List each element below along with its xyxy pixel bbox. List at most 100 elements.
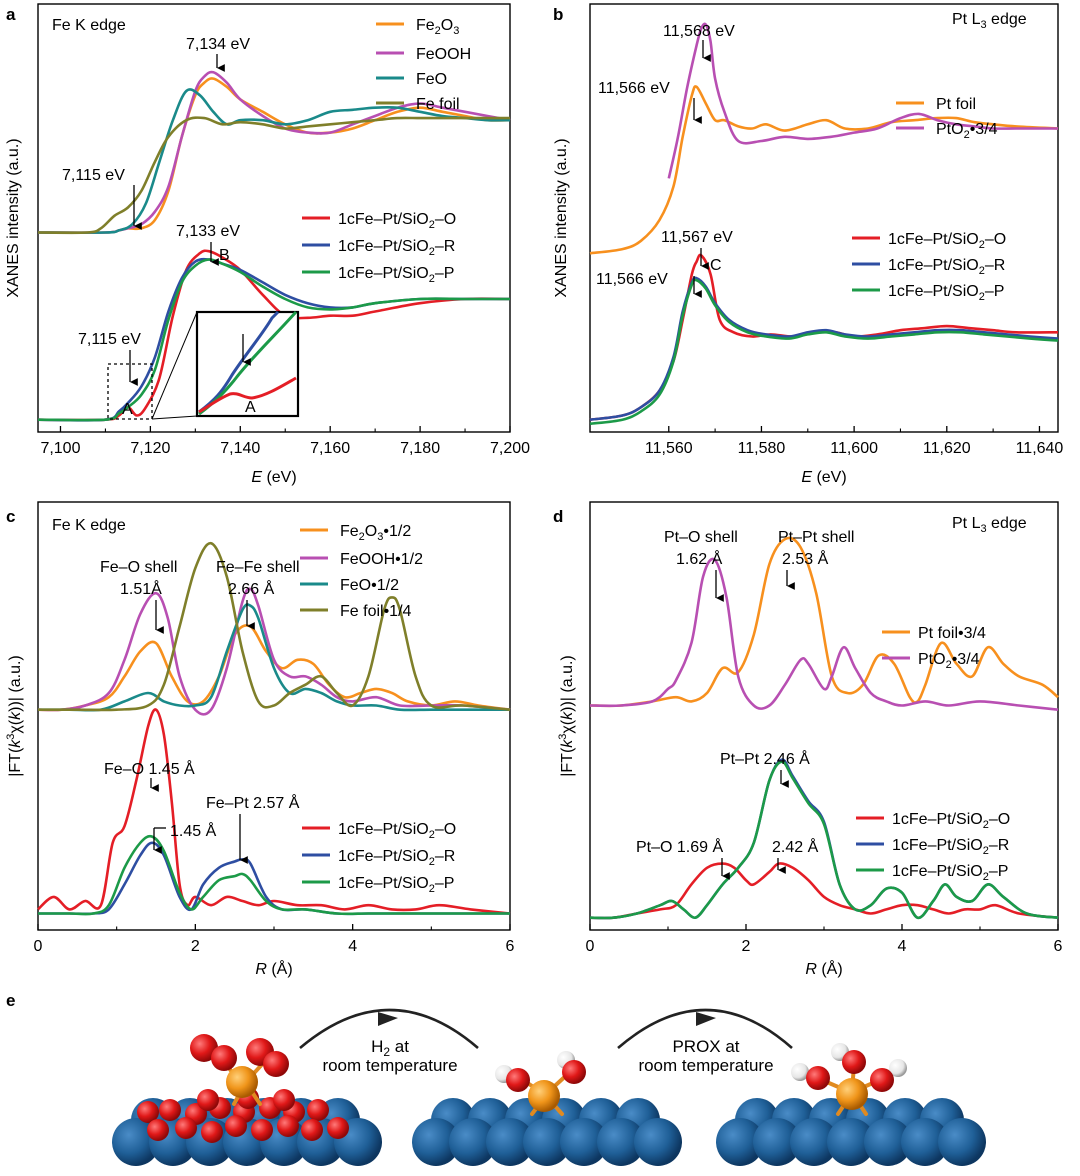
annot-11568: 11,568 eV [663,23,735,40]
series-d-0 [589,536,1059,708]
series-b-0 [589,85,1059,255]
reaction-arrow-2 [617,1008,793,1049]
annot-pt-pt-246: Pt–Pt 2.46 Å [720,749,810,768]
curves-b [589,22,1059,426]
hydrogen-atom [889,1059,907,1077]
oxygen-atom [190,1034,218,1062]
xtick-label-a-3: 7,160 [310,440,350,457]
annot-pt-pt-shell: Pt–Pt shell [778,529,854,546]
pt-atom [486,1118,534,1166]
legend-feo: FeO [416,71,447,88]
oxygen-atom [197,1089,219,1111]
series-c-1 [37,587,511,716]
panel-e: e H2 at room temperature PROX at room te… [6,991,986,1166]
model-oxidized [112,1034,382,1166]
xlabel-c: R (Å) [255,959,292,978]
oxygen-atom [506,1068,530,1092]
iron-atom [836,1078,868,1110]
oxygen-atom [159,1099,181,1121]
xtick-label-d-1: 2 [742,938,751,955]
oxygen-atom [147,1119,169,1141]
xtick-label-a-5: 7,200 [490,440,530,457]
annot-7133: 7,133 eV [176,223,240,240]
legend-feooh-half: FeOOH•1/2 [340,551,423,568]
plot-frame-a [37,3,511,433]
pt-atom [864,1118,912,1166]
annot-b: B [219,247,230,264]
xtick-label-a-1: 7,120 [130,440,170,457]
xlabel-d: R (Å) [805,959,842,978]
annot-2-53: 2.53 Å [782,549,829,568]
corner-title-c: Fe K edge [52,517,126,534]
legend-pt-foil-d: Pt foil•3/4 [918,625,986,642]
pt-atom [449,1118,497,1166]
annot-7115-top: 7,115 eV [62,167,125,184]
legend-pto2: PtO2•3/4 [936,121,998,141]
xtick-label-b-3: 11,620 [923,440,971,457]
xtick-label-a-0: 7,100 [40,440,80,457]
pt-atom [523,1118,571,1166]
panel-label-b: b [553,5,563,24]
xtick-label-a-2: 7,140 [220,440,260,457]
ticks-d: 0 2 4 6 [586,924,1063,955]
model-after-prox [716,1043,986,1166]
series-a-4 [37,249,511,422]
annot-c: C [710,257,722,274]
annot-pt-o-169: Pt–O 1.69 Å [636,837,723,856]
xtick-label-b-2: 11,600 [830,440,878,457]
legend-bottom-d: 1cFe–Pt/SiO2–O 1cFe–Pt/SiO2–R 1cFe–Pt/Si… [856,811,1010,883]
legend-sample-p-d: 1cFe–Pt/SiO2–P [892,863,1008,883]
annot-a-main: A [122,401,133,418]
legend-sample-r-c: 1cFe–Pt/SiO2–R [338,848,455,868]
xlabel-a: E (eV) [251,469,296,486]
oxygen-atom [277,1115,299,1137]
pt-atom [790,1118,838,1166]
annotations-b: 11,568 eV 11,566 eV 11,567 eV C 11,566 e… [596,23,735,298]
legend-sample-o-b: 1cFe–Pt/SiO2–O [888,231,1006,251]
legend-pt-foil: Pt foil [936,96,976,113]
legend-bottom-b: 1cFe–Pt/SiO2–O 1cFe–Pt/SiO2–R 1cFe–Pt/Si… [852,231,1006,303]
series-a-3 [37,116,510,235]
legend-fe-foil-quarter: Fe foil•1/4 [340,603,412,620]
pt-atom [716,1118,764,1166]
step2-label-line2: room temperature [638,1056,773,1075]
xtick-label-c-2: 4 [348,938,357,955]
annot-145-r: 1.45 Å [170,821,217,840]
corner-title-b: Pt L3 edge [952,11,1027,31]
pt-atom [901,1118,949,1166]
legend-fe2o3: Fe2O3 [416,17,459,37]
oxygen-atom [251,1119,273,1141]
xtick-label-b-0: 11,560 [645,440,693,457]
series-b-4 [589,278,1059,426]
xtick-label-c-1: 2 [191,938,200,955]
legend-top-a: Fe2O3 FeOOH FeO Fe foil [376,17,471,113]
xtick-label-c-0: 0 [34,938,43,955]
oxygen-atom [137,1101,159,1123]
annotations-c: Fe–O shell 1.51Å Fe–Fe shell 2.66 Å Fe–O… [100,559,300,864]
oxygen-atom [327,1117,349,1139]
legend-sample-r-b: 1cFe–Pt/SiO2–R [888,257,1005,277]
pt-atom [827,1118,875,1166]
panel-d: d Pt L3 edge 0 2 4 6 |FT(k3χ(k))| (a.u.) R … [553,501,1063,978]
annot-fe-o-shell: Fe–O shell [100,559,177,576]
oxygen-atom [225,1115,247,1137]
legend-fe-foil: Fe foil [416,96,460,113]
iron-atom [226,1066,258,1098]
pt-atom [938,1118,986,1166]
pt-atom [412,1118,460,1166]
panel-label-e: e [6,991,15,1010]
ylabel-d: |FT(k3χ(k))| (a.u.) [557,655,576,777]
legend-top-d: Pt foil•3/4 PtO2•3/4 [882,625,986,671]
annot-pt-o-shell: Pt–O shell [664,529,738,546]
legend-sample-o-a: 1cFe–Pt/SiO2–O [338,211,456,231]
ticks-c: 0 2 4 6 [34,924,515,955]
ylabel-c: |FT(k3χ(k))| (a.u.) [5,655,24,777]
series-b-1 [667,22,1058,179]
xtick-label-c-3: 6 [506,938,515,955]
annot-2-66: 2.66 Å [228,579,275,598]
pt-atom [597,1118,645,1166]
xtick-label-d-0: 0 [586,938,595,955]
xtick-label-d-2: 4 [898,938,907,955]
xtick-label-b-4: 11,640 [1016,440,1064,457]
